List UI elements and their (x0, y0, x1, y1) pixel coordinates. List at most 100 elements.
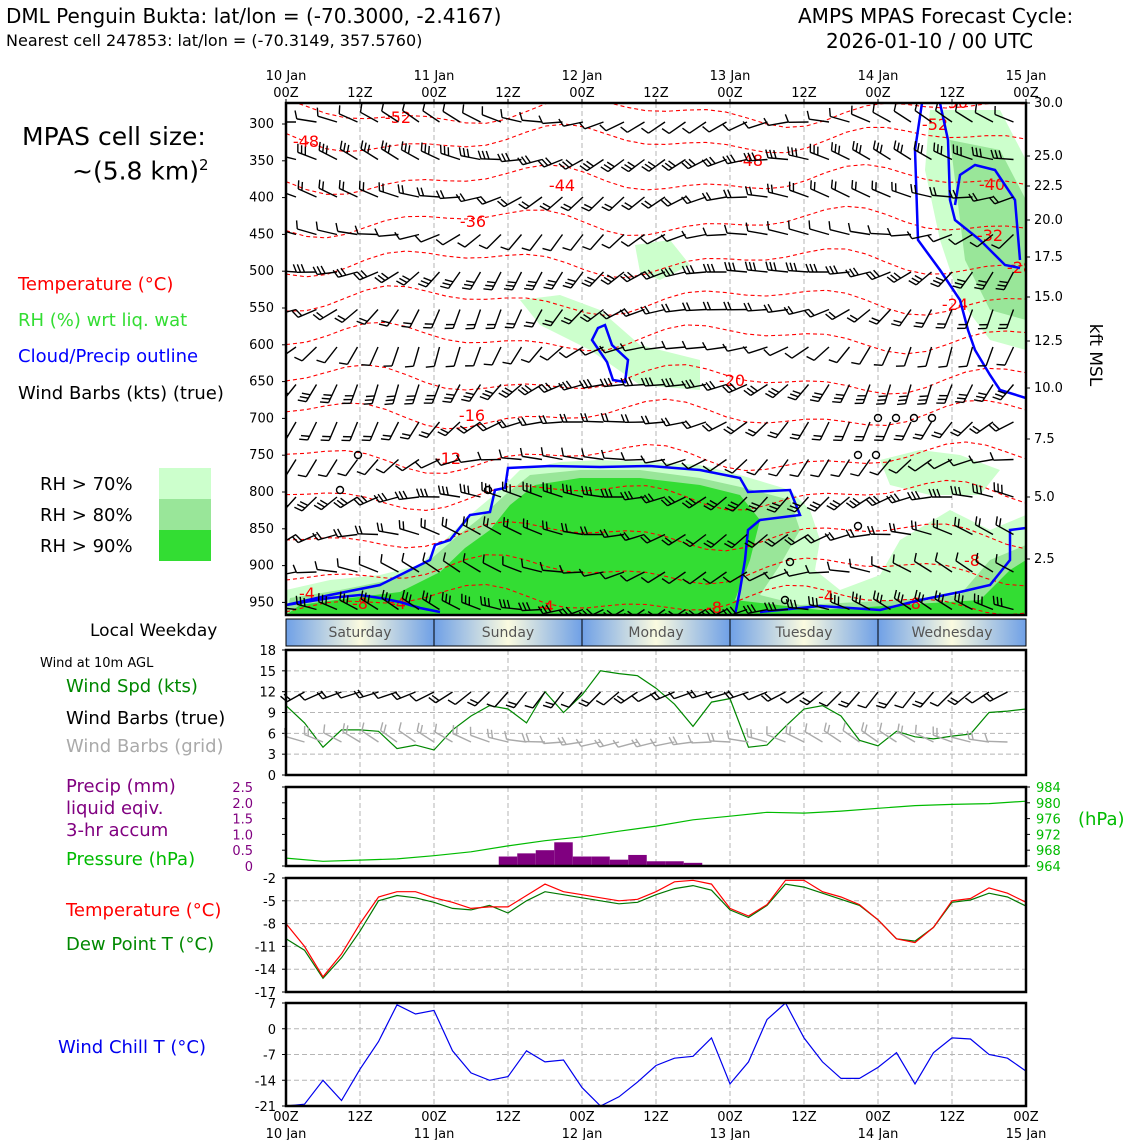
barb-shaft (754, 459, 769, 476)
barb-feather (300, 145, 303, 154)
wind-barb (857, 691, 879, 709)
barb-feather (896, 403, 906, 406)
barb-shaft (915, 732, 934, 743)
barb-shaft (785, 732, 805, 743)
barb-feather (462, 147, 466, 157)
wind-barb (893, 421, 912, 441)
bottom-hour-label: 12Z (495, 1110, 521, 1125)
wind-barb (540, 447, 563, 461)
barb-feather (725, 384, 733, 392)
barb-shaft (768, 157, 789, 161)
wind-barb (383, 346, 400, 367)
barb-feather (441, 485, 445, 495)
barb-feather (565, 484, 569, 494)
barb-shaft (359, 563, 379, 573)
barb-feather (706, 263, 712, 273)
barb-feather (914, 700, 924, 705)
barb-feather (601, 206, 610, 212)
barb-feather (851, 140, 855, 150)
barb-feather (595, 700, 605, 706)
contour-label: -12 (435, 449, 461, 468)
barb-feather (981, 596, 983, 606)
barb-shaft (440, 493, 461, 498)
barb-feather (353, 498, 361, 506)
wind-barb (785, 262, 809, 273)
barb-feather (441, 591, 444, 601)
calm-circle (483, 485, 493, 495)
barb-shaft (380, 561, 399, 573)
barb-feather (406, 395, 416, 397)
barb-feather (702, 578, 711, 585)
barb-feather (957, 593, 961, 603)
barb-feather (793, 599, 798, 609)
wind-barb (969, 421, 994, 435)
barb-feather (982, 694, 991, 702)
barb-shaft (769, 346, 789, 357)
barb-feather (483, 597, 487, 606)
barb-feather (871, 180, 874, 190)
barb-feather (706, 539, 715, 546)
barb-feather (770, 184, 774, 194)
barb-feather (811, 597, 815, 606)
barb-shaft (748, 691, 768, 701)
barb-feather (299, 395, 309, 399)
barb-shaft (804, 731, 823, 743)
barb-shaft (491, 346, 502, 366)
barb-feather (908, 280, 917, 286)
barb-shaft (995, 561, 1014, 573)
barb-shaft (975, 560, 994, 573)
barb-feather (722, 123, 730, 131)
barb-feather (442, 103, 446, 112)
wind-barb (888, 458, 912, 474)
barb-feather (398, 520, 401, 529)
barb-shaft (892, 562, 912, 573)
barb-feather (627, 610, 635, 615)
wind-barb (558, 380, 584, 391)
barb-feather (384, 592, 388, 601)
cloud-outline (913, 103, 1026, 400)
barb-feather (361, 439, 371, 442)
barb-feather (950, 697, 959, 703)
barb-feather (682, 578, 691, 585)
wind-barb (866, 525, 891, 536)
barb-feather (317, 474, 327, 478)
wind-barb (575, 738, 601, 747)
barb-feather (763, 348, 771, 356)
y-tick-label: -8 (263, 918, 276, 933)
wind-barb (640, 269, 666, 280)
barb-shaft (791, 346, 809, 359)
wind-barb (828, 107, 850, 123)
wind-barb (312, 265, 338, 276)
barb-feather (723, 224, 728, 234)
wind-barb (542, 482, 563, 498)
barb-feather (966, 730, 970, 740)
barb-feather (316, 107, 319, 117)
wind-barb (469, 726, 490, 743)
cell-size-label: MPAS cell size: (22, 122, 206, 151)
barb-feather (338, 362, 348, 366)
barb-feather (455, 193, 462, 202)
wind-barb (702, 263, 727, 273)
barb-feather (705, 158, 712, 166)
y-tick-label: 18 (259, 644, 276, 659)
wind-barb (395, 458, 420, 472)
barb-shaft (532, 691, 546, 709)
barb-feather (912, 703, 921, 708)
barb-feather (600, 449, 605, 459)
wind-barb (744, 533, 768, 548)
y-tick-label: -7 (263, 1049, 276, 1064)
barb-feather (623, 531, 630, 540)
barb-feather (401, 552, 405, 562)
barb-feather (807, 308, 815, 316)
barb-feather (620, 414, 626, 423)
barb-feather (538, 115, 544, 124)
barb-feather (681, 302, 687, 311)
barb-feather (600, 488, 605, 498)
barb-shaft (859, 346, 871, 365)
barb-feather (799, 699, 808, 706)
barb-feather (789, 436, 799, 440)
wind-barb (868, 309, 892, 325)
wind-barb (912, 691, 935, 708)
barb-feather (423, 277, 432, 282)
barb-feather (910, 183, 913, 193)
